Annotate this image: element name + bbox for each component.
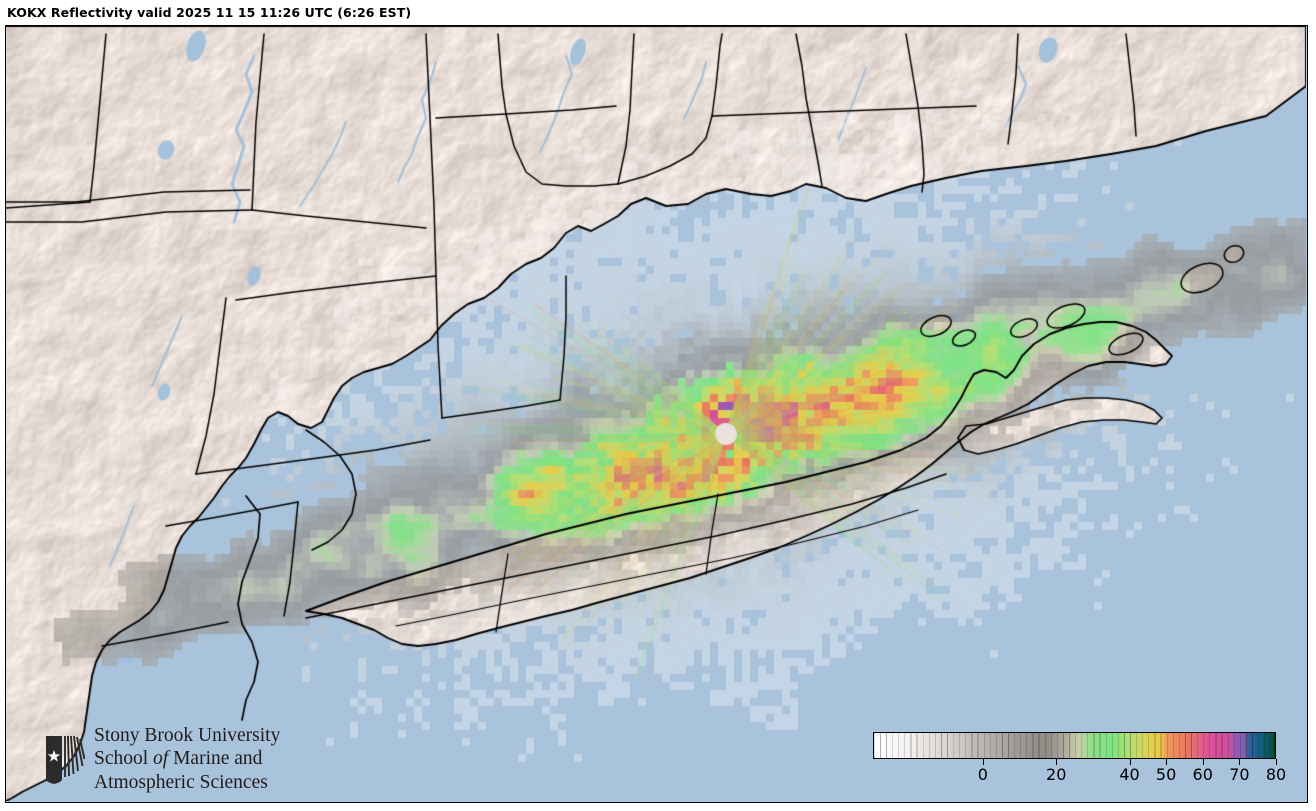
colorbar-gradient — [874, 733, 1275, 758]
colorbar-tick-label: 20 — [1046, 765, 1067, 784]
page-title: KOKX Reflectivity valid 2025 11 15 11:26… — [7, 5, 412, 20]
colorbar-stripes — [874, 733, 1275, 758]
colorbar-bar — [873, 732, 1276, 759]
colorbar-tick-label: 40 — [1119, 765, 1140, 784]
colorbar-tick — [1056, 759, 1058, 765]
colorbar-tick-label: 70 — [1229, 765, 1250, 784]
colorbar-tick-label: 0 — [977, 765, 988, 784]
colorbar-tick-label: 80 — [1265, 765, 1287, 784]
colorbar-tick — [1129, 759, 1131, 765]
radar-map[interactable]: Stony Brook University School of Marine … — [5, 25, 1308, 803]
colorbar-tick-label: 50 — [1155, 765, 1177, 784]
title-bar: KOKX Reflectivity valid 2025 11 15 11:26… — [0, 0, 1316, 25]
colorbar-tick-label: 60 — [1192, 765, 1213, 784]
radar-map-canvas[interactable] — [6, 26, 1306, 801]
colorbar-tick — [1239, 759, 1241, 765]
colorbar-tick — [1166, 759, 1168, 765]
colorbar-tick — [1202, 759, 1204, 765]
colorbar-tick — [1276, 759, 1277, 765]
reflectivity-colorbar: 0 20 40 50 60 70 80 — [873, 732, 1287, 802]
colorbar-tick — [982, 759, 984, 765]
